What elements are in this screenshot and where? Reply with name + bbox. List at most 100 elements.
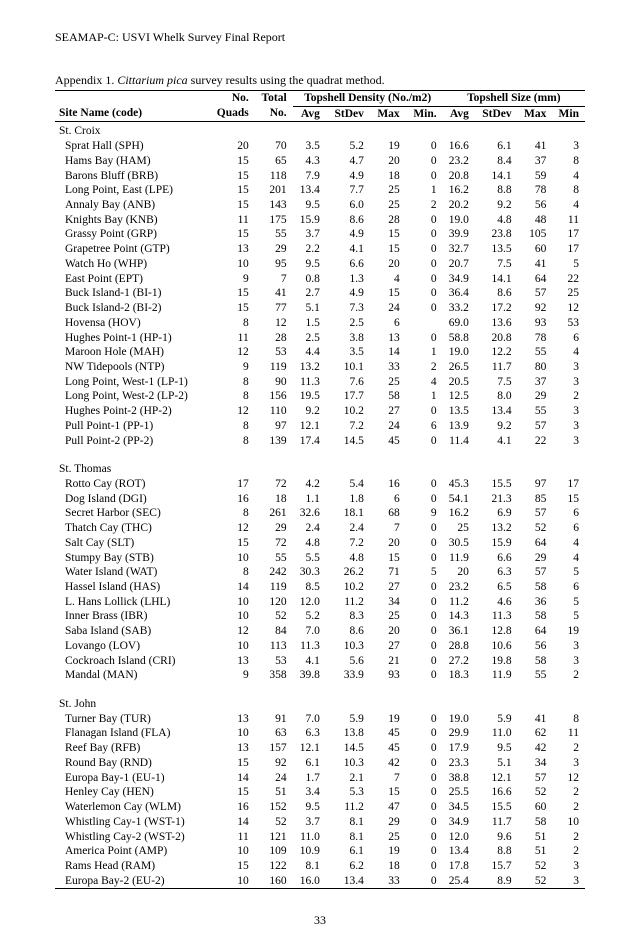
quads-cell: 10 — [209, 874, 255, 889]
dmax-cell: 25 — [370, 183, 406, 198]
davg-cell: 9.2 — [293, 404, 326, 419]
smax-cell: 41 — [518, 712, 553, 727]
smin-cell: 10 — [552, 815, 585, 830]
quads-cell: 10 — [209, 639, 255, 654]
total-cell: 72 — [255, 536, 293, 551]
quads-cell: 13 — [209, 741, 255, 756]
total-cell: 65 — [255, 154, 293, 169]
savg-cell: 11.2 — [443, 595, 475, 610]
table-row: Water Island (WAT)824230.326.2715206.357… — [55, 565, 585, 580]
davg-cell: 4.2 — [293, 477, 326, 492]
report-header: SEAMAP-C: USVI Whelk Survey Final Report — [55, 30, 585, 45]
davg-cell: 17.4 — [293, 434, 326, 449]
dstd-cell: 2.4 — [326, 521, 370, 536]
sstd-cell: 8.4 — [475, 154, 518, 169]
table-row: Flanagan Island (FLA)10636.313.845029.91… — [55, 726, 585, 741]
sstd-cell: 12.1 — [475, 771, 518, 786]
dmax-cell: 7 — [370, 521, 406, 536]
dstd-cell: 5.4 — [326, 477, 370, 492]
table-row: Hughes Point-2 (HP-2)121109.210.227013.5… — [55, 404, 585, 419]
dstd-cell: 4.1 — [326, 242, 370, 257]
dmax-cell: 16 — [370, 477, 406, 492]
dmin-cell: 0 — [406, 154, 443, 169]
site-cell: Pull Point-1 (PP-1) — [55, 419, 209, 434]
dstd-cell: 7.2 — [326, 419, 370, 434]
savg-cell: 12.0 — [443, 830, 475, 845]
col-no-top: No. — [209, 91, 255, 107]
smin-cell: 8 — [552, 183, 585, 198]
site-cell: Lovango (LOV) — [55, 639, 209, 654]
table-row: Round Bay (RND)15926.110.342023.35.1343 — [55, 756, 585, 771]
smax-cell: 22 — [518, 434, 553, 449]
dmin-cell: 0 — [406, 301, 443, 316]
table-row: Pull Point-1 (PP-1)89712.17.224613.99.25… — [55, 419, 585, 434]
sstd-cell: 11.9 — [475, 668, 518, 683]
smin-cell: 3 — [552, 639, 585, 654]
dmax-cell: 15 — [370, 785, 406, 800]
table-row: East Point (EPT)970.81.34034.914.16422 — [55, 272, 585, 287]
davg-cell: 10.9 — [293, 844, 326, 859]
site-cell: Hughes Point-1 (HP-1) — [55, 331, 209, 346]
table-row: Mandal (MAN)935839.833.993018.311.9552 — [55, 668, 585, 683]
table-row: Rams Head (RAM)151228.16.218017.815.7523 — [55, 859, 585, 874]
quads-cell: 13 — [209, 712, 255, 727]
savg-cell: 20.2 — [443, 198, 475, 213]
smax-cell: 62 — [518, 726, 553, 741]
dstd-cell: 10.1 — [326, 360, 370, 375]
table-row: Hughes Point-1 (HP-1)11282.53.813058.820… — [55, 331, 585, 346]
dstd-cell: 7.7 — [326, 183, 370, 198]
savg-cell: 12.5 — [443, 389, 475, 404]
dmin-cell: 4 — [406, 375, 443, 390]
dmax-cell: 6 — [370, 492, 406, 507]
dmax-cell: 71 — [370, 565, 406, 580]
dstd-cell: 5.6 — [326, 654, 370, 669]
sstd-cell: 9.6 — [475, 830, 518, 845]
quads-cell: 12 — [209, 404, 255, 419]
table-row: Hovensa (HOV)8121.52.5669.013.69353 — [55, 316, 585, 331]
total-cell: 29 — [255, 242, 293, 257]
smax-cell: 57 — [518, 771, 553, 786]
site-cell: Water Island (WAT) — [55, 565, 209, 580]
site-cell: Whistling Cay-2 (WST-2) — [55, 830, 209, 845]
sstd-cell: 4.8 — [475, 213, 518, 228]
smax-cell: 52 — [518, 785, 553, 800]
smax-cell: 37 — [518, 154, 553, 169]
quads-cell: 8 — [209, 506, 255, 521]
dmax-cell: 20 — [370, 536, 406, 551]
dmin-cell: 0 — [406, 859, 443, 874]
smax-cell: 29 — [518, 551, 553, 566]
total-cell: 52 — [255, 815, 293, 830]
sstd-cell: 15.9 — [475, 536, 518, 551]
dmax-cell: 29 — [370, 815, 406, 830]
smin-cell: 6 — [552, 331, 585, 346]
total-cell: 72 — [255, 477, 293, 492]
smax-cell: 51 — [518, 830, 553, 845]
table-row: Hams Bay (HAM)15654.34.720023.28.4378 — [55, 154, 585, 169]
total-cell: 110 — [255, 404, 293, 419]
site-cell: Annaly Bay (ANB) — [55, 198, 209, 213]
dmax-cell: 15 — [370, 286, 406, 301]
dmin-cell: 1 — [406, 183, 443, 198]
dstd-cell: 2.5 — [326, 316, 370, 331]
total-cell: 24 — [255, 771, 293, 786]
dmin-cell: 0 — [406, 257, 443, 272]
dmin-cell: 0 — [406, 654, 443, 669]
smin-cell: 6 — [552, 521, 585, 536]
site-cell: Flanagan Island (FLA) — [55, 726, 209, 741]
davg-cell: 16.0 — [293, 874, 326, 889]
quads-cell: 15 — [209, 183, 255, 198]
dmin-cell: 0 — [406, 726, 443, 741]
site-cell: Buck Island-1 (BI-1) — [55, 286, 209, 301]
smax-cell: 34 — [518, 756, 553, 771]
sstd-cell: 12.8 — [475, 624, 518, 639]
region-name: St. John — [55, 695, 585, 712]
total-cell: 156 — [255, 389, 293, 404]
davg-cell: 3.4 — [293, 785, 326, 800]
smax-cell: 58 — [518, 580, 553, 595]
smin-cell: 3 — [552, 874, 585, 889]
savg-cell: 29.9 — [443, 726, 475, 741]
davg-cell: 12.1 — [293, 741, 326, 756]
smax-cell: 51 — [518, 844, 553, 859]
smin-cell: 3 — [552, 756, 585, 771]
quads-cell: 9 — [209, 668, 255, 683]
